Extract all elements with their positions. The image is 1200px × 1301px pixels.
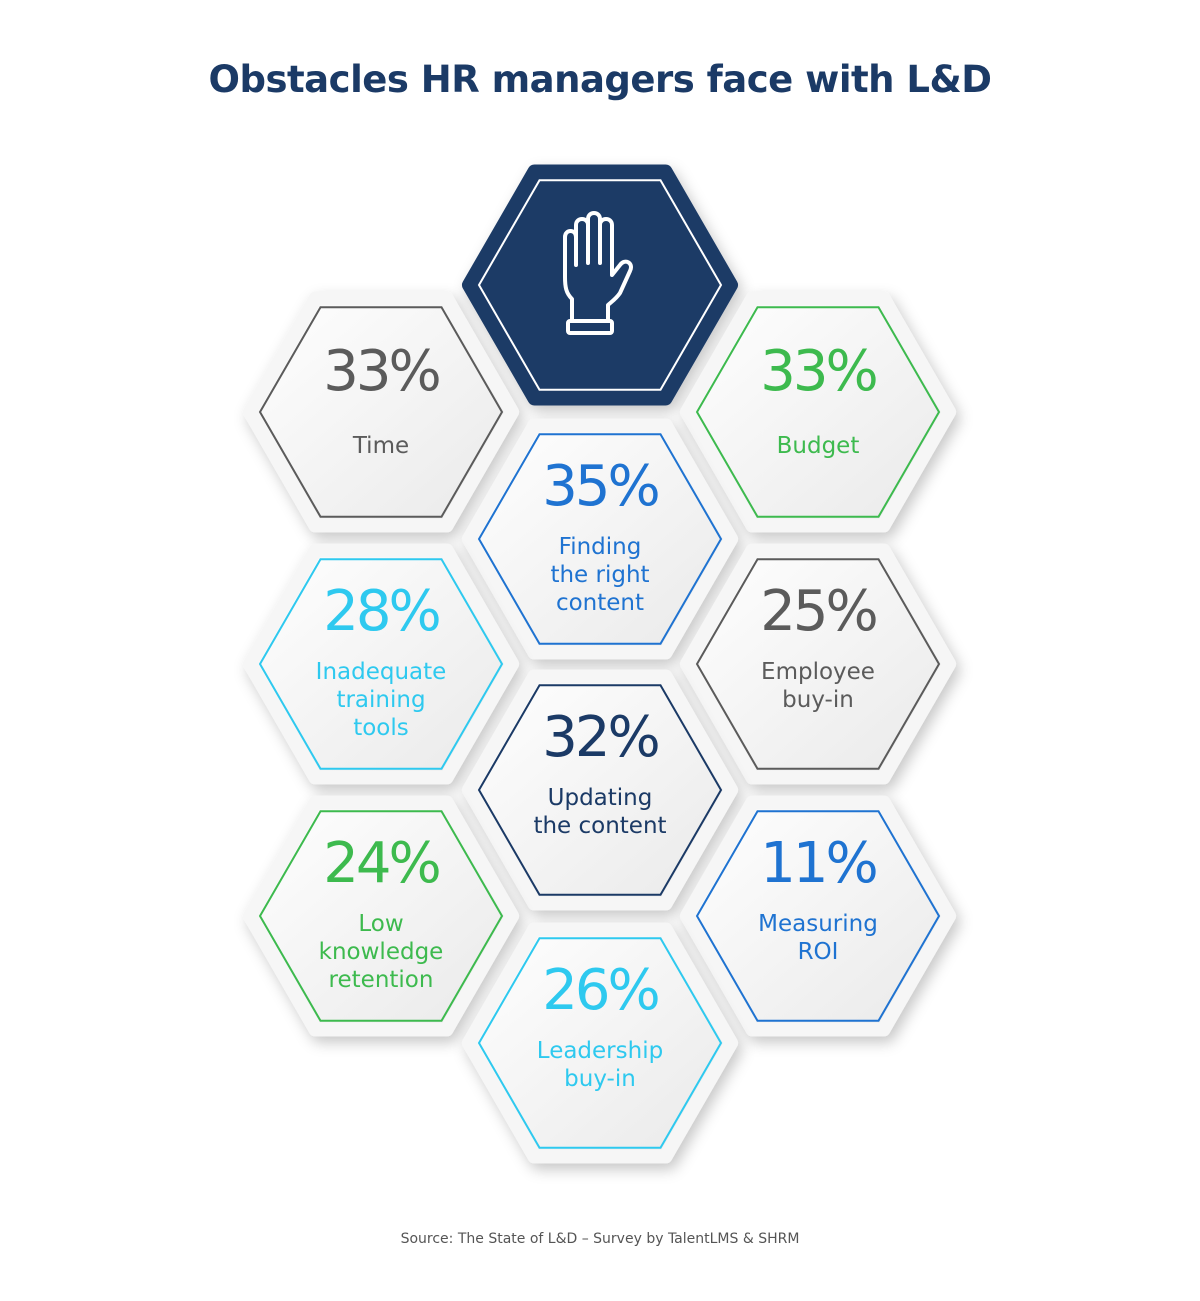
page-title: Obstacles HR managers face with L&D <box>208 58 992 101</box>
obstacle-item: 26% Leadership buy-in <box>480 961 720 1093</box>
center-hexagon-outline <box>477 179 723 391</box>
obstacle-hexagon-plate <box>680 795 956 1037</box>
obstacle-item: 33% Budget <box>698 342 938 460</box>
obstacle-label: Employee buy-in <box>761 659 875 713</box>
raised-hand-icon <box>563 211 633 335</box>
obstacle-hexagon-outline <box>477 433 723 645</box>
source-note: Source: The State of L&D – Survey by Tal… <box>400 1231 800 1247</box>
obstacle-percent: 25% <box>760 579 878 644</box>
obstacle-hexagon-outline <box>477 684 723 896</box>
center-hexagon-plate <box>462 164 738 406</box>
obstacle-percent: 11% <box>760 831 878 896</box>
obstacle-percent: 33% <box>323 339 441 404</box>
obstacle-item: 24% Low knowledge retention <box>261 834 501 994</box>
obstacle-item: 35% Finding the right content <box>480 457 720 617</box>
obstacle-hexagon-plate <box>462 418 738 660</box>
obstacle-hexagon-plate <box>462 669 738 911</box>
obstacle-percent: 32% <box>542 705 660 770</box>
obstacle-hexagon-plate <box>243 543 519 785</box>
obstacle-label: Leadership buy-in <box>536 1038 664 1092</box>
obstacle-percent: 35% <box>542 454 660 519</box>
obstacle-hexagon-outline <box>695 810 941 1022</box>
obstacle-label: Finding the right content <box>550 534 650 616</box>
obstacle-percent: 33% <box>760 339 878 404</box>
obstacle-hexagon-outline <box>477 937 723 1149</box>
obstacle-hexagon-outline <box>695 306 941 518</box>
obstacle-percent: 28% <box>323 579 441 644</box>
obstacle-hexagon-plate <box>680 291 956 533</box>
obstacle-hexagon-plate <box>243 795 519 1037</box>
obstacle-label: Updating the content <box>533 785 667 839</box>
obstacle-label: Budget <box>776 433 860 459</box>
obstacle-item: 32% Updating the content <box>480 708 720 840</box>
obstacle-hexagon-outline <box>258 810 504 1022</box>
obstacle-hexagon-plate <box>680 543 956 785</box>
obstacle-hexagon-outline <box>258 558 504 770</box>
obstacle-percent: 24% <box>323 831 441 896</box>
obstacle-label: Low knowledge retention <box>318 911 444 993</box>
obstacle-label: Inadequate training tools <box>315 659 447 741</box>
obstacle-item: 28% Inadequate training tools <box>261 582 501 742</box>
obstacle-hexagon-plate <box>243 291 519 533</box>
obstacle-hexagon-outline <box>258 306 504 518</box>
obstacle-hexagon-plate <box>462 922 738 1164</box>
obstacle-item: 25% Employee buy-in <box>698 582 938 714</box>
obstacle-percent: 26% <box>542 958 660 1023</box>
obstacle-item: 33% Time <box>261 342 501 460</box>
obstacle-label: Measuring ROI <box>758 911 878 965</box>
obstacle-label: Time <box>352 433 410 459</box>
obstacle-item: 11% Measuring ROI <box>698 834 938 966</box>
obstacle-hexagon-outline <box>695 558 941 770</box>
